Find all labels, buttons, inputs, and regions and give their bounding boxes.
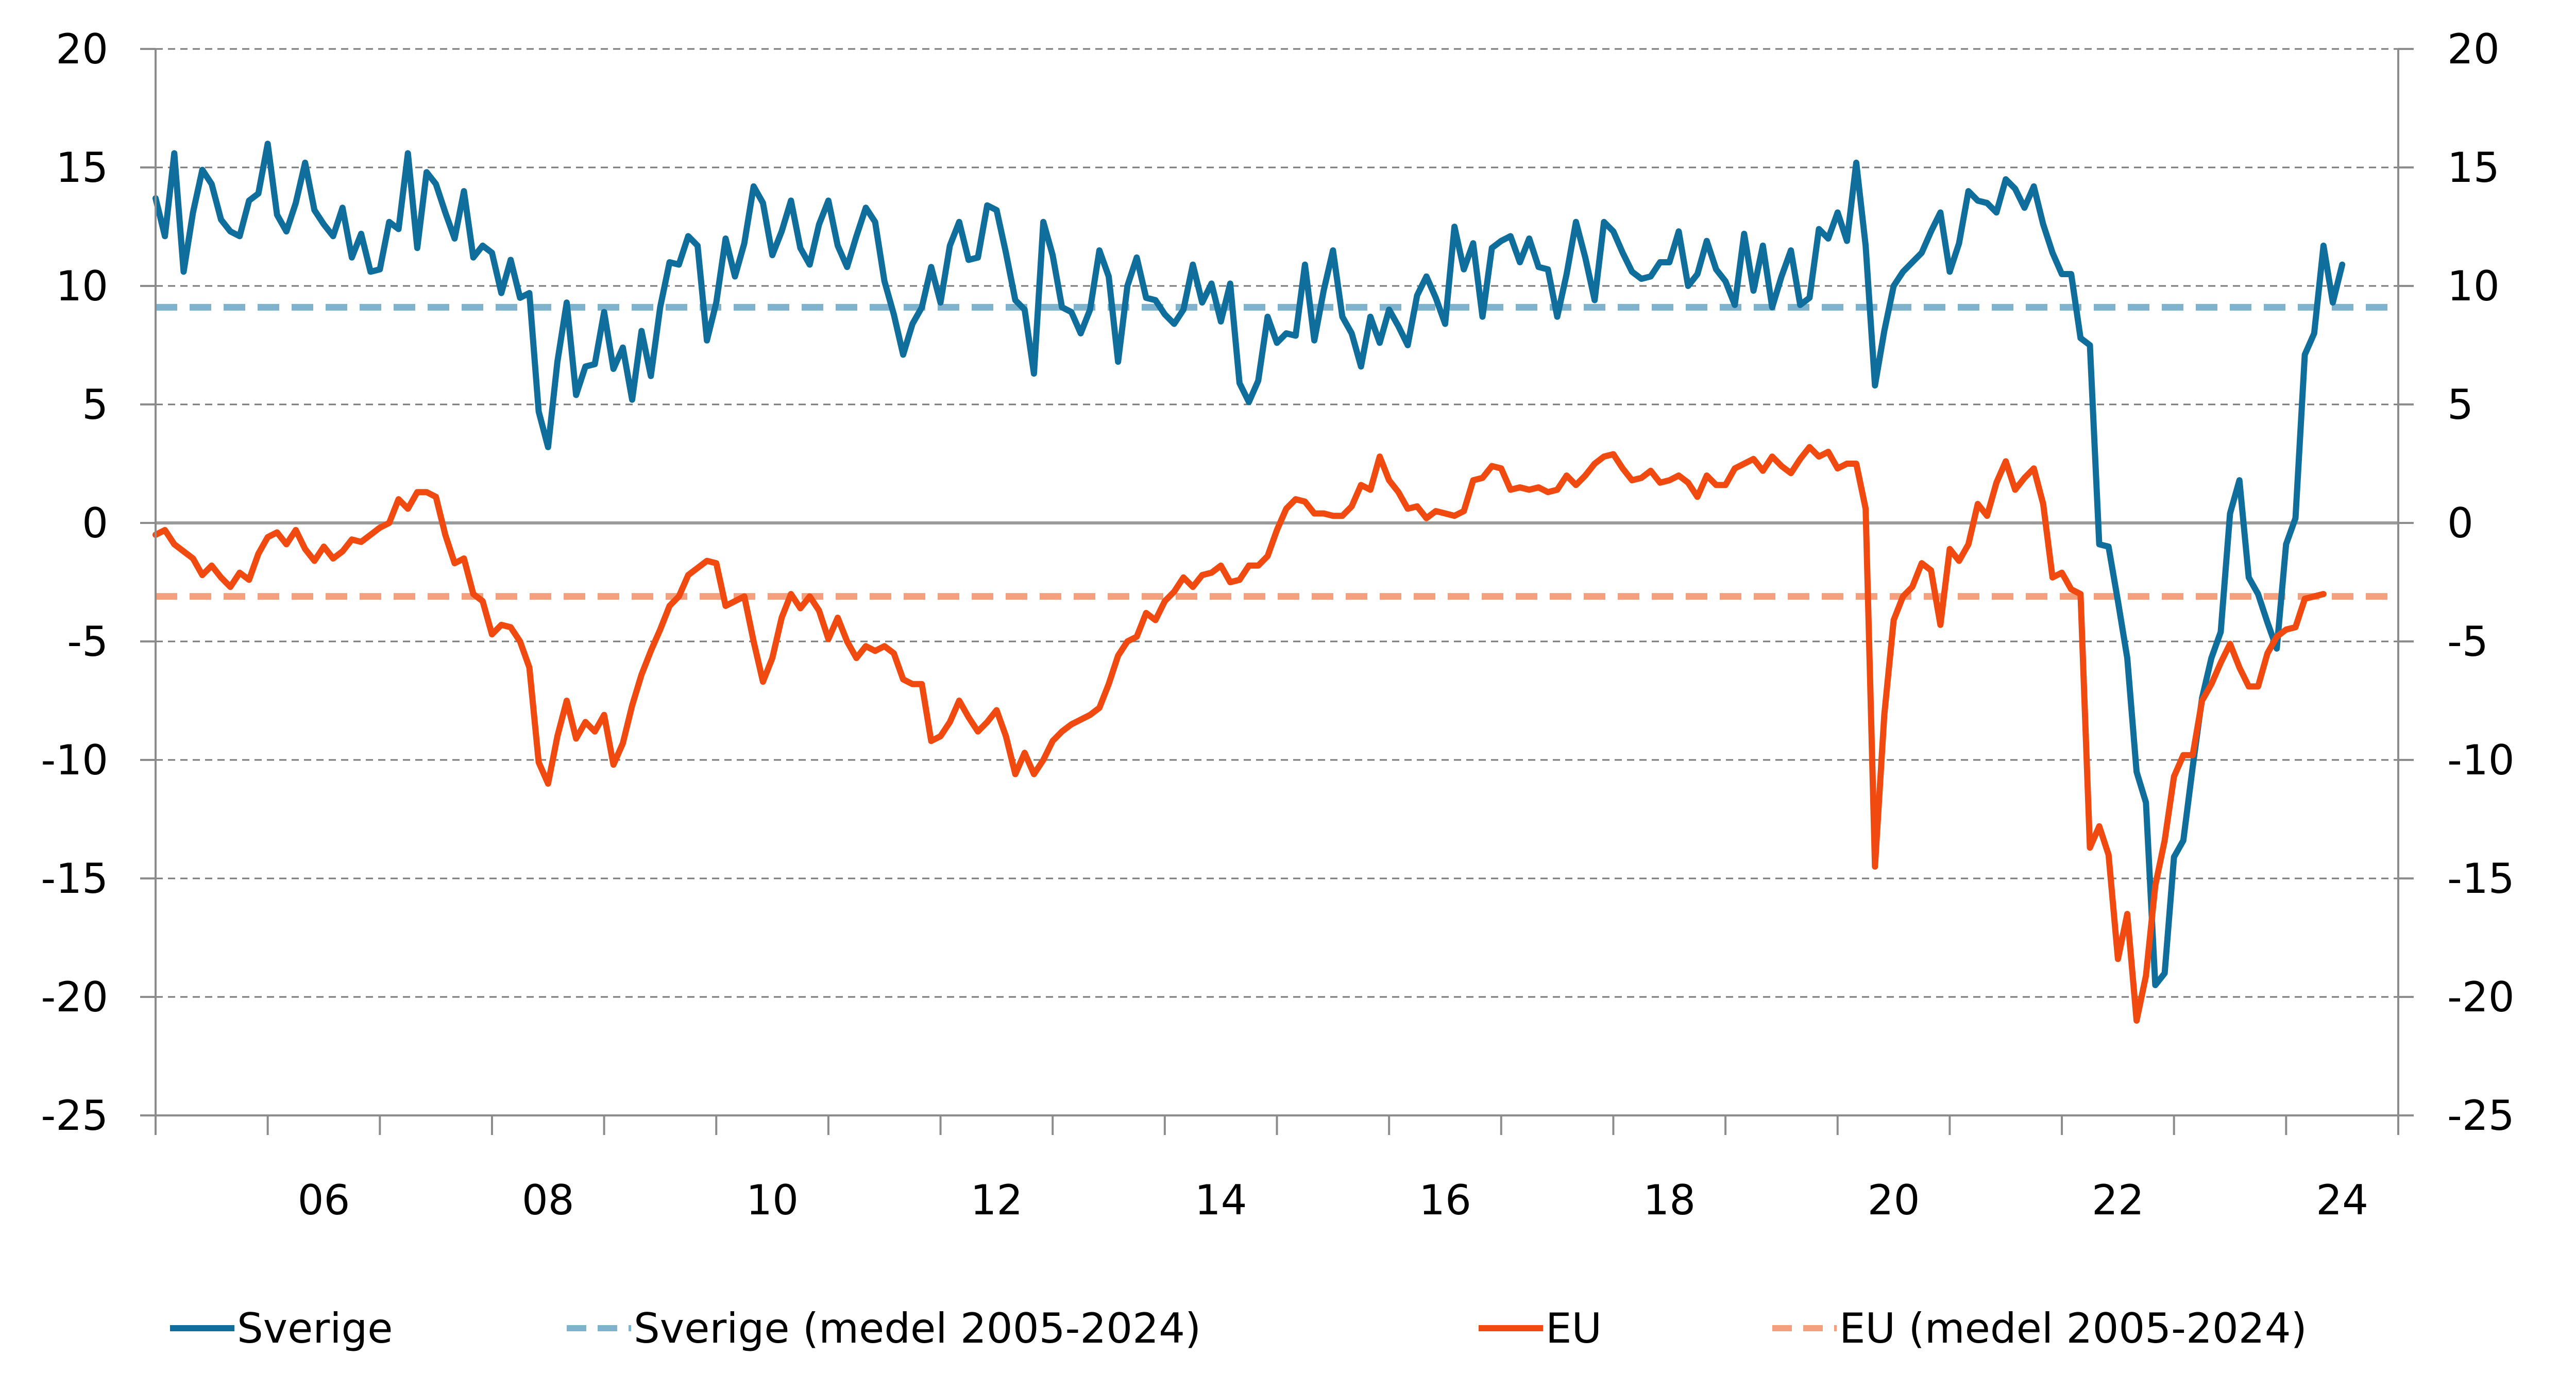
x-tick-label: 12 <box>970 1176 1023 1224</box>
y-tick-label-left: -5 <box>67 618 108 666</box>
y-tick-label-left: -10 <box>41 736 108 784</box>
mean-lines <box>156 303 2398 600</box>
y-axis-left-ticks: 20 15 10 5 0 -5 -10 -15 -20 -25 <box>41 25 108 1140</box>
series-line-2 <box>152 444 2327 1024</box>
series-lines <box>152 141 2346 1024</box>
x-axis-ticks: 06 08 10 12 14 16 18 20 22 24 <box>298 1176 2368 1224</box>
y-tick-label-left: 15 <box>56 144 108 192</box>
legend-label: Sverige <box>237 1305 393 1352</box>
y-tick-label-left: -25 <box>41 1092 108 1140</box>
x-tick-label: 24 <box>2316 1176 2368 1224</box>
y-tick-label-right: 5 <box>2447 381 2473 429</box>
y-tick-label-right: 10 <box>2447 262 2500 310</box>
y-tick-label-left: -15 <box>41 855 108 903</box>
legend-label: EU <box>1546 1305 1602 1352</box>
x-tick-label: 10 <box>746 1176 799 1224</box>
x-tick-label: 20 <box>1868 1176 1920 1224</box>
axes <box>140 48 2414 1135</box>
series-line-0 <box>152 141 2346 988</box>
legend: Sverige Sverige (medel 2005-2024) EU EU (me… <box>170 1305 2307 1352</box>
x-tick-label: 06 <box>298 1176 350 1224</box>
x-tick-label: 14 <box>1195 1176 1247 1224</box>
y-tick-label-right: 15 <box>2447 144 2500 192</box>
legend-label: Sverige (medel 2005-2024) <box>634 1305 1201 1352</box>
y-tick-label-right: -15 <box>2447 855 2515 903</box>
y-tick-label-right: 20 <box>2447 25 2500 73</box>
y-tick-label-left: -20 <box>41 973 108 1021</box>
y-tick-label-left: 5 <box>82 381 108 429</box>
y-tick-label-right: -20 <box>2447 973 2515 1021</box>
y-axis-right-ticks: 20 15 10 5 0 -5 -10 -15 -20 -25 <box>2447 25 2515 1140</box>
y-tick-label-left: 20 <box>56 25 108 73</box>
x-tick-label: 08 <box>522 1176 574 1224</box>
y-tick-label-right: 0 <box>2447 499 2473 547</box>
y-tick-label-left: 0 <box>82 499 108 547</box>
legend-label: EU (medel 2005-2024) <box>1839 1305 2307 1352</box>
y-tick-label-right: -25 <box>2447 1092 2515 1140</box>
x-tick-label: 18 <box>1643 1176 1696 1224</box>
x-tick-label: 16 <box>1419 1176 1471 1224</box>
y-tick-label-right: -5 <box>2447 618 2488 666</box>
y-tick-label-left: 10 <box>56 262 108 310</box>
x-tick-label: 22 <box>2092 1176 2144 1224</box>
y-tick-label-right: -10 <box>2447 736 2515 784</box>
